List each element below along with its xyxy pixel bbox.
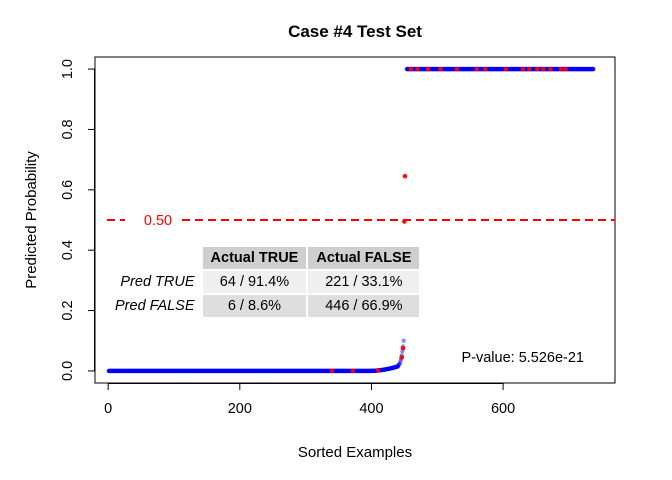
x-tick-label: 400 bbox=[359, 401, 383, 417]
confusion-table: Actual TRUE Actual FALSE Pred TRUE 64 / … bbox=[105, 245, 421, 319]
table-row: Pred FALSE 6 / 8.6% 446 / 66.9% bbox=[107, 295, 420, 317]
y-tick-label: 0.2 bbox=[60, 300, 76, 320]
p-value-annotation: P-value: 5.526e-21 bbox=[461, 350, 584, 366]
x-axis-label: Sorted Examples bbox=[298, 444, 412, 461]
data-point bbox=[350, 368, 356, 374]
data-point bbox=[474, 66, 480, 72]
data-point bbox=[558, 66, 564, 72]
data-point bbox=[395, 364, 400, 369]
y-axis: 0.0 0.2 0.4 0.6 0.8 1.0 bbox=[60, 59, 95, 381]
y-tick-label: 0.6 bbox=[60, 180, 76, 200]
data-point bbox=[483, 66, 488, 72]
cell-pred-true-actual-true: 64 / 91.4% bbox=[202, 271, 307, 293]
data-point bbox=[408, 66, 414, 72]
data-point bbox=[329, 368, 335, 374]
data-point bbox=[425, 66, 431, 72]
data-point bbox=[396, 362, 402, 367]
data-point bbox=[563, 66, 568, 72]
cell-pred-true-actual-false: 221 / 33.1% bbox=[308, 271, 420, 293]
table-row: Pred TRUE 64 / 91.4% 221 / 33.1% bbox=[107, 271, 420, 293]
data-point bbox=[548, 66, 553, 72]
y-axis-label: Predicted Probability bbox=[23, 151, 40, 289]
data-point bbox=[535, 66, 540, 72]
data-point bbox=[438, 66, 443, 72]
y-tick-label: 0.4 bbox=[60, 240, 76, 260]
data-point bbox=[503, 66, 509, 72]
data-point bbox=[396, 362, 401, 368]
x-tick-label: 200 bbox=[228, 401, 252, 417]
data-point bbox=[540, 66, 546, 72]
y-tick-label: 0.8 bbox=[60, 119, 76, 139]
chart-title: Case #4 Test Set bbox=[288, 22, 422, 41]
data-point bbox=[400, 345, 406, 351]
data-point bbox=[402, 219, 407, 224]
data-point bbox=[399, 355, 405, 360]
data-point bbox=[415, 66, 420, 72]
x-tick-label: 0 bbox=[104, 401, 112, 417]
cell-pred-false-actual-true: 6 / 8.6% bbox=[202, 295, 307, 317]
x-axis: 0 200 400 600 bbox=[104, 383, 515, 417]
data-point bbox=[375, 368, 381, 373]
cell-pred-false-actual-false: 446 / 66.9% bbox=[308, 295, 420, 317]
data-point bbox=[401, 338, 406, 343]
row-label-pred-false: Pred FALSE bbox=[107, 295, 201, 317]
data-points bbox=[106, 66, 596, 374]
y-tick-label: 1.0 bbox=[60, 59, 76, 79]
data-point bbox=[454, 66, 460, 72]
col-header-actual-true: Actual TRUE bbox=[202, 247, 307, 269]
data-point bbox=[527, 66, 532, 72]
data-point bbox=[520, 66, 526, 72]
x-tick-label: 600 bbox=[491, 401, 515, 417]
table-corner bbox=[107, 247, 201, 269]
y-tick-label: 0.0 bbox=[60, 361, 76, 381]
data-point bbox=[402, 173, 408, 179]
data-point bbox=[397, 361, 402, 366]
threshold-label: 0.50 bbox=[144, 213, 172, 229]
row-label-pred-true: Pred TRUE bbox=[107, 271, 201, 293]
data-point bbox=[591, 66, 596, 72]
col-header-actual-false: Actual FALSE bbox=[308, 247, 420, 269]
data-point bbox=[398, 359, 403, 364]
threshold-line: 0.50 bbox=[107, 213, 615, 229]
